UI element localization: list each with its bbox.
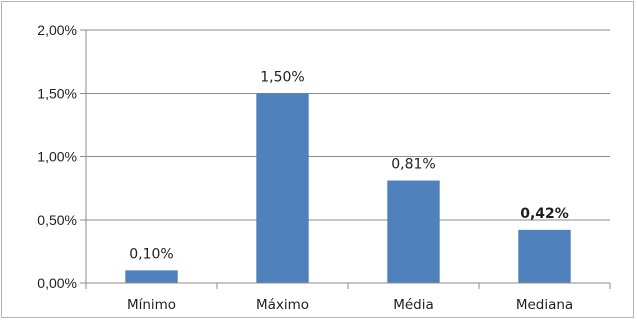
data-label: 0,42% xyxy=(520,206,569,222)
y-tick-label: 0,00% xyxy=(37,275,77,291)
bar xyxy=(387,180,440,283)
data-label: 0,81% xyxy=(391,157,435,173)
category-label: Máximo xyxy=(256,297,309,313)
y-tick-label: 1,50% xyxy=(37,85,77,101)
bar xyxy=(518,229,571,283)
y-tick-label: 1,00% xyxy=(37,149,77,165)
category-label: Mínimo xyxy=(127,297,176,313)
data-label: 0,10% xyxy=(129,246,173,262)
y-tick-label: 2,00% xyxy=(37,22,77,38)
y-tick-label: 0,50% xyxy=(37,212,77,228)
category-label: Média xyxy=(393,297,434,313)
data-label: 1,50% xyxy=(260,69,304,85)
bar xyxy=(125,270,178,283)
category-label: Mediana xyxy=(516,297,573,313)
bar xyxy=(256,93,309,283)
